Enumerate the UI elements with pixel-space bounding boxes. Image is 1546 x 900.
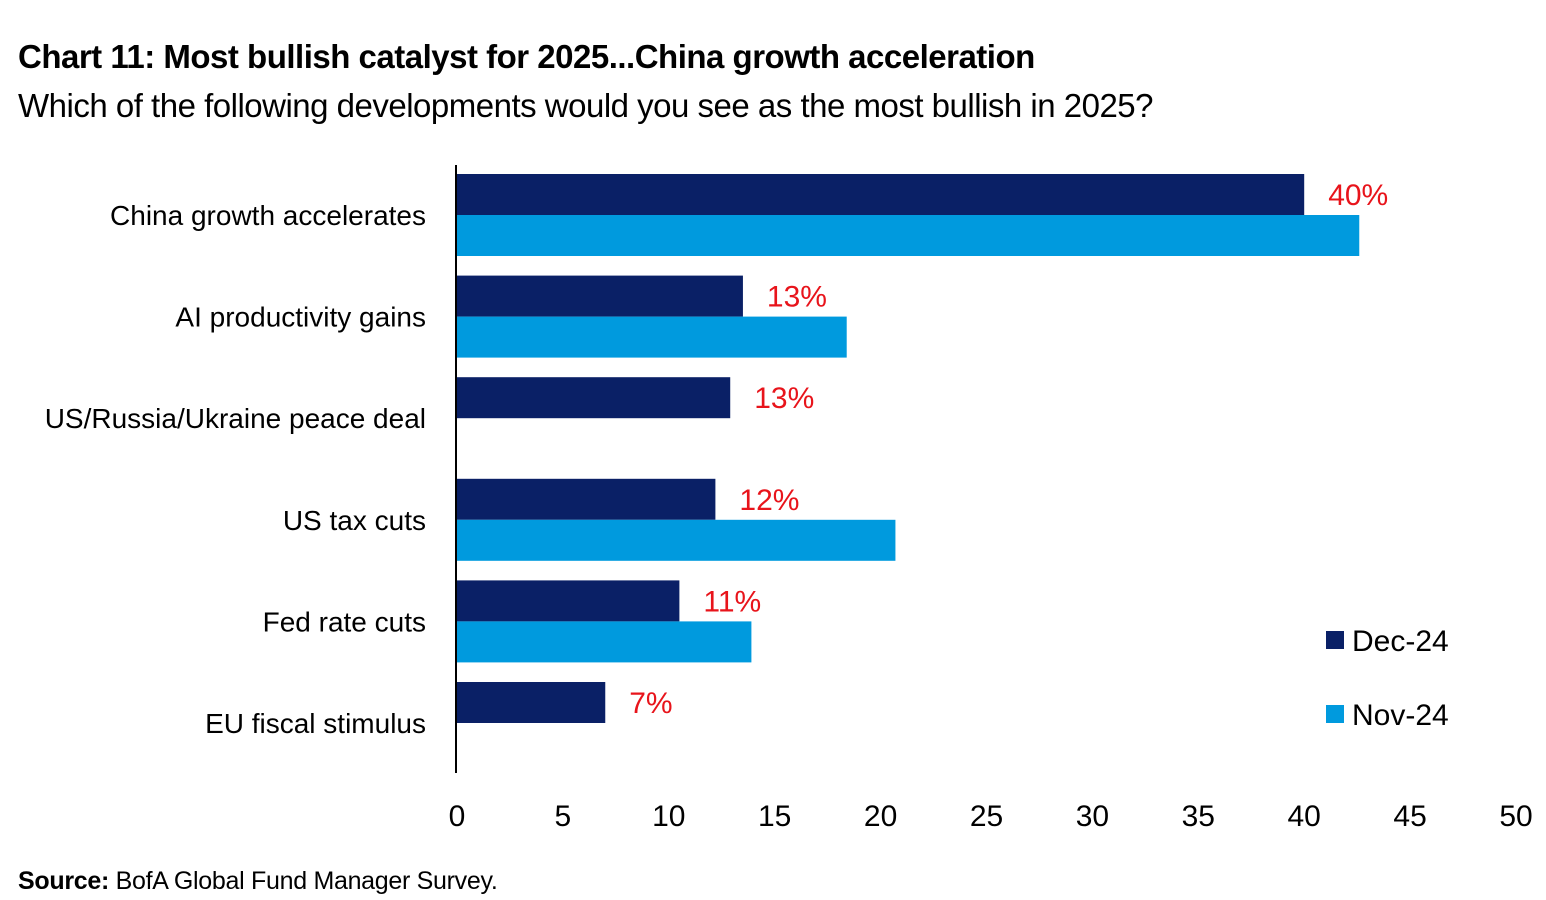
legend-swatch-nov-24 xyxy=(1326,705,1344,723)
x-tick-label: 35 xyxy=(1182,800,1215,833)
x-tick-label: 30 xyxy=(1076,800,1109,833)
bar-dec-24 xyxy=(457,275,743,317)
x-tick-label: 45 xyxy=(1393,800,1426,833)
category-label: Fed rate cuts xyxy=(263,606,426,637)
source-note: Source: BofA Global Fund Manager Survey. xyxy=(18,867,498,896)
legend-label-nov-24: Nov-24 xyxy=(1352,699,1449,732)
data-label: 12% xyxy=(739,484,799,517)
legend-swatch-dec-24 xyxy=(1326,631,1344,649)
source-text: BofA Global Fund Manager Survey. xyxy=(115,867,498,895)
x-tick-label: 20 xyxy=(864,800,897,833)
x-tick-label: 50 xyxy=(1499,800,1532,833)
bar-nov-24 xyxy=(457,621,752,663)
bar-nov-24 xyxy=(457,215,1360,256)
x-tick-label: 25 xyxy=(970,800,1003,833)
category-label: China growth accelerates xyxy=(110,200,426,231)
bar-nov-24 xyxy=(457,519,896,561)
data-label: 11% xyxy=(703,585,761,618)
chart-title: Chart 11: Most bullish catalyst for 2025… xyxy=(18,38,1035,75)
category-label: US/Russia/Ukraine peace deal xyxy=(45,403,426,434)
data-label: 13% xyxy=(754,382,814,415)
category-label: AI productivity gains xyxy=(175,302,426,333)
legend-label-dec-24: Dec-24 xyxy=(1352,625,1449,658)
bar-dec-24 xyxy=(457,682,606,723)
bar-nov-24 xyxy=(457,316,847,358)
bar-dec-24 xyxy=(457,580,680,622)
x-tick-label: 10 xyxy=(652,800,685,833)
data-label: 40% xyxy=(1328,179,1388,212)
bar-dec-24 xyxy=(457,174,1305,215)
bar-dec-24 xyxy=(457,377,731,419)
category-label: US tax cuts xyxy=(283,505,426,536)
x-tick-label: 40 xyxy=(1288,800,1321,833)
source-label: Source: xyxy=(18,867,109,895)
chart-subtitle: Which of the following developments woul… xyxy=(18,87,1154,124)
bar-dec-24 xyxy=(457,478,716,520)
x-tick-label: 15 xyxy=(758,800,791,833)
data-label: 13% xyxy=(767,281,827,314)
x-tick-label: 5 xyxy=(555,800,572,833)
category-label: EU fiscal stimulus xyxy=(205,708,426,739)
x-tick-label: 0 xyxy=(449,800,466,833)
data-label: 7% xyxy=(629,687,672,720)
